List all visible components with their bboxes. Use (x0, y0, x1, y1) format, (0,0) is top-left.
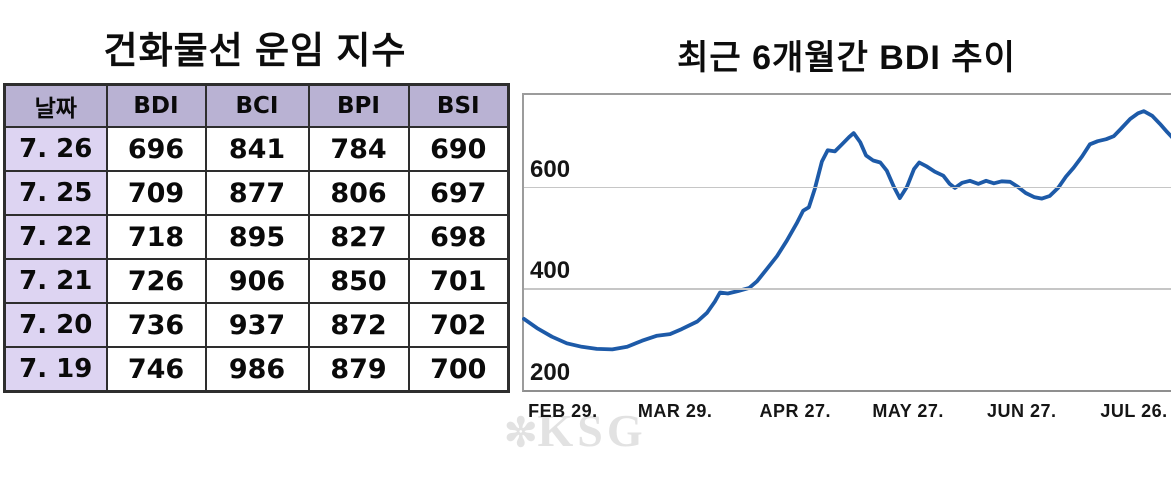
bdi-line-series (522, 109, 1171, 352)
x-axis-tick-label: MAR 29. (637, 401, 713, 421)
value-cell: 700 (407, 346, 510, 393)
freight-index-table: 날짜 BDI BCI BPI BSI 7. 26 696 841 784 690 7. 25 709… (3, 83, 510, 393)
column-header: BDI (105, 83, 207, 128)
watermark-text: KSG (537, 405, 647, 456)
gridline (524, 186, 1171, 189)
value-cell: 696 (105, 126, 207, 172)
value-cell: 709 (105, 170, 207, 216)
value-cell: 877 (204, 170, 310, 216)
x-axis-tick-label: JUN 27. (986, 401, 1057, 421)
value-cell: 841 (204, 126, 310, 172)
column-header: BPI (307, 83, 410, 128)
table-header-row: 날짜 BDI BCI BPI BSI (3, 83, 510, 128)
y-axis-tick-label: 600 (530, 155, 571, 183)
x-axis-tick-label: FEB 29. (528, 401, 598, 421)
date-cell: 7. 20 (3, 302, 108, 348)
value-cell: 784 (307, 126, 410, 172)
value-cell: 806 (307, 170, 410, 216)
table-row: 7. 20 736 937 872 702 (3, 302, 510, 348)
value-cell: 701 (407, 258, 510, 304)
value-cell: 895 (204, 214, 310, 260)
column-header: BSI (407, 83, 510, 128)
value-cell: 827 (307, 214, 410, 260)
value-cell: 986 (204, 346, 310, 393)
value-cell: 726 (105, 258, 207, 304)
table-row: 7. 21 726 906 850 701 (3, 258, 510, 304)
date-cell: 7. 21 (3, 258, 108, 304)
snowflake-icon: ✼ (504, 410, 538, 455)
value-cell: 697 (407, 170, 510, 216)
value-cell: 879 (307, 346, 410, 393)
y-axis-tick-label: 400 (530, 257, 571, 285)
bdi-chart-plot-area: 200 400 600 (522, 93, 1171, 392)
value-cell: 937 (204, 302, 310, 348)
table-row: 7. 25 709 877 806 697 (3, 170, 510, 216)
value-cell: 746 (105, 346, 207, 393)
value-cell: 702 (407, 302, 510, 348)
value-cell: 906 (204, 258, 310, 304)
value-cell: 718 (105, 214, 207, 260)
date-cell: 7. 19 (3, 346, 108, 393)
table-row: 7. 22 718 895 827 698 (3, 214, 510, 260)
column-header: BCI (204, 83, 310, 128)
value-cell: 698 (407, 214, 510, 260)
table-title: 건화물선 운임 지수 (103, 30, 407, 71)
ksg-watermark: ✼KSG (504, 404, 647, 457)
date-cell: 7. 26 (3, 126, 108, 172)
x-axis-tick-label: MAY 27. (872, 401, 944, 421)
value-cell: 736 (105, 302, 207, 348)
x-axis-labels: FEB 29. MAR 29. APR 27. MAY 27. JUN 27. JUL 2… (522, 401, 1171, 433)
column-header: 날짜 (3, 83, 108, 128)
date-cell: 7. 22 (3, 214, 108, 260)
x-axis-tick-label: JUL 26. (1100, 401, 1168, 421)
table-row: 7. 26 696 841 784 690 (3, 126, 510, 172)
table-body: 7. 26 696 841 784 690 7. 25 709 877 806 697 7. 22 7… (3, 126, 510, 393)
value-cell: 872 (307, 302, 410, 348)
date-cell: 7. 25 (3, 170, 108, 216)
table-header: 날짜 BDI BCI BPI BSI (3, 83, 510, 128)
value-cell: 690 (407, 126, 510, 172)
y-axis-tick-label: 200 (530, 359, 571, 386)
value-cell: 850 (307, 258, 410, 304)
table-row: 7. 19 746 986 879 700 (3, 346, 510, 393)
x-axis-tick-label: APR 27. (759, 401, 831, 421)
gridline (524, 288, 1171, 291)
chart-title: 최근 6개월간 BDI 추이 (677, 39, 1016, 77)
